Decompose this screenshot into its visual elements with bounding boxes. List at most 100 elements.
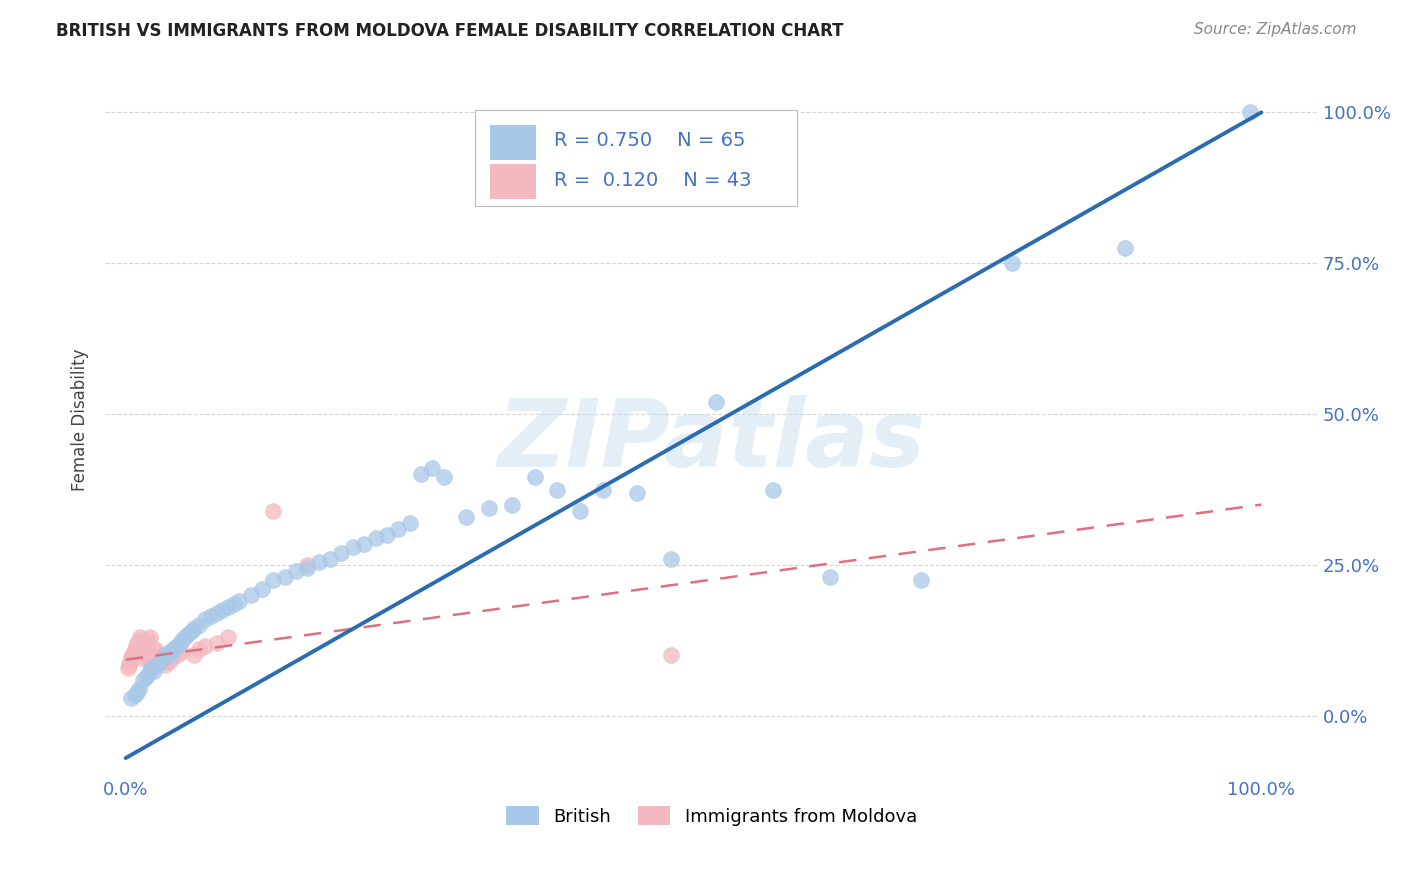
- Point: [433, 470, 456, 484]
- Point: [523, 470, 546, 484]
- Point: [217, 600, 239, 615]
- Point: [239, 588, 262, 602]
- Point: [222, 597, 245, 611]
- Point: [121, 648, 143, 663]
- Point: [172, 633, 194, 648]
- Point: [659, 648, 682, 663]
- Point: [127, 636, 149, 650]
- Point: [546, 483, 568, 497]
- Point: [146, 657, 169, 672]
- Y-axis label: Female Disability: Female Disability: [72, 349, 89, 491]
- Text: ZIPatlas: ZIPatlas: [498, 395, 925, 488]
- Point: [146, 648, 169, 663]
- Point: [143, 642, 166, 657]
- Point: [149, 655, 172, 669]
- Point: [342, 540, 364, 554]
- Point: [134, 642, 156, 657]
- Point: [173, 631, 195, 645]
- Point: [125, 640, 148, 654]
- Point: [818, 570, 841, 584]
- Point: [129, 631, 152, 645]
- Point: [120, 690, 142, 705]
- Point: [1239, 105, 1261, 120]
- Point: [217, 631, 239, 645]
- Point: [142, 651, 165, 665]
- Point: [122, 645, 145, 659]
- Point: [139, 657, 162, 672]
- Point: [124, 642, 146, 657]
- Point: [183, 621, 205, 635]
- Point: [150, 651, 173, 665]
- Point: [160, 648, 183, 663]
- Point: [273, 570, 295, 584]
- Point: [120, 655, 142, 669]
- Point: [162, 642, 184, 657]
- Legend: British, Immigrants from Moldova: British, Immigrants from Moldova: [498, 797, 927, 835]
- Point: [297, 558, 319, 572]
- Point: [117, 660, 139, 674]
- Point: [375, 528, 398, 542]
- Point: [145, 645, 167, 659]
- Point: [387, 522, 409, 536]
- Text: R = 0.750    N = 65: R = 0.750 N = 65: [554, 131, 745, 151]
- Point: [125, 640, 148, 654]
- Point: [143, 664, 166, 678]
- Point: [136, 636, 159, 650]
- Point: [319, 552, 342, 566]
- Point: [200, 609, 222, 624]
- Point: [128, 681, 150, 696]
- Point: [150, 655, 173, 669]
- Point: [205, 636, 228, 650]
- FancyBboxPatch shape: [475, 111, 797, 206]
- Point: [501, 498, 523, 512]
- Point: [169, 636, 191, 650]
- Point: [124, 688, 146, 702]
- Point: [125, 684, 148, 698]
- Text: BRITISH VS IMMIGRANTS FROM MOLDOVA FEMALE DISABILITY CORRELATION CHART: BRITISH VS IMMIGRANTS FROM MOLDOVA FEMAL…: [56, 22, 844, 40]
- Point: [910, 573, 932, 587]
- Text: R =  0.120    N = 43: R = 0.120 N = 43: [554, 170, 751, 190]
- Point: [131, 673, 153, 687]
- Point: [166, 640, 188, 654]
- Point: [659, 552, 682, 566]
- Point: [626, 485, 648, 500]
- Point: [262, 573, 284, 587]
- Point: [398, 516, 420, 530]
- Point: [157, 645, 180, 659]
- Point: [183, 648, 205, 663]
- Point: [1000, 256, 1022, 270]
- Point: [155, 657, 177, 672]
- Point: [138, 631, 160, 645]
- Point: [250, 582, 273, 596]
- Point: [262, 503, 284, 517]
- Point: [353, 537, 375, 551]
- Point: [188, 642, 211, 657]
- Point: [131, 648, 153, 663]
- Point: [138, 633, 160, 648]
- Point: [205, 606, 228, 620]
- Point: [1114, 241, 1136, 255]
- Point: [141, 655, 163, 669]
- FancyBboxPatch shape: [489, 125, 536, 161]
- Point: [125, 636, 148, 650]
- Point: [188, 618, 211, 632]
- Point: [308, 555, 330, 569]
- Text: Source: ZipAtlas.com: Source: ZipAtlas.com: [1194, 22, 1357, 37]
- Point: [135, 670, 157, 684]
- Point: [364, 531, 387, 545]
- Point: [330, 546, 353, 560]
- Point: [194, 640, 217, 654]
- Point: [568, 503, 591, 517]
- FancyBboxPatch shape: [489, 164, 536, 200]
- Point: [143, 648, 166, 663]
- Point: [157, 655, 180, 669]
- Point: [456, 509, 478, 524]
- Point: [155, 648, 177, 663]
- Point: [138, 666, 160, 681]
- Point: [177, 627, 200, 641]
- Point: [131, 651, 153, 665]
- Point: [592, 483, 614, 497]
- Point: [118, 657, 141, 672]
- Point: [285, 564, 308, 578]
- Point: [420, 461, 443, 475]
